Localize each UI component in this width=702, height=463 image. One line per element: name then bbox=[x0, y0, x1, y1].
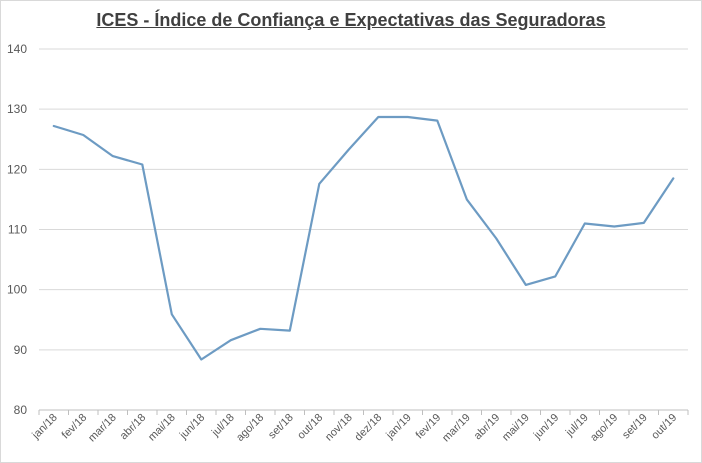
x-tick-label: fev/19 bbox=[414, 412, 444, 442]
x-tick-label: ago/19 bbox=[588, 412, 620, 444]
y-tick-label: 100 bbox=[7, 283, 27, 297]
x-tick-label: dez/18 bbox=[353, 412, 385, 444]
x-tick-label: mar/18 bbox=[86, 412, 119, 445]
x-tick-label: set/18 bbox=[266, 412, 296, 442]
y-tick-label: 80 bbox=[14, 403, 28, 417]
x-tick-label: jun/18 bbox=[177, 412, 207, 442]
x-tick-label: out/18 bbox=[295, 412, 325, 442]
x-tick-label: abr/18 bbox=[118, 412, 149, 443]
x-tick-label: jul/18 bbox=[209, 412, 237, 440]
x-tick-label: out/19 bbox=[649, 412, 679, 442]
x-tick-label: jan/19 bbox=[383, 412, 413, 442]
y-tick-label: 110 bbox=[8, 223, 27, 237]
x-tick-label: abr/19 bbox=[472, 412, 503, 443]
x-tick-label: set/19 bbox=[620, 412, 650, 442]
x-tick-label: ago/18 bbox=[234, 412, 266, 444]
y-tick-label: 140 bbox=[7, 42, 27, 56]
x-tick-label: jul/19 bbox=[563, 412, 591, 440]
x-tick-label: jan/18 bbox=[29, 412, 59, 442]
series-line bbox=[52, 115, 675, 361]
y-tick-label: 90 bbox=[14, 343, 28, 357]
x-tick-label: jun/19 bbox=[531, 412, 561, 442]
y-tick-label: 130 bbox=[7, 102, 27, 116]
chart-title: ICES - Índice de Confiança e Expectativa… bbox=[96, 10, 606, 30]
x-tick-label: mar/19 bbox=[440, 412, 473, 445]
x-tick-label: mai/19 bbox=[500, 412, 532, 444]
x-tick-label: nov/18 bbox=[323, 412, 355, 444]
y-tick-label: 120 bbox=[7, 162, 27, 176]
x-tick-label: fev/18 bbox=[60, 412, 90, 442]
x-tick-label: mai/18 bbox=[146, 412, 178, 444]
